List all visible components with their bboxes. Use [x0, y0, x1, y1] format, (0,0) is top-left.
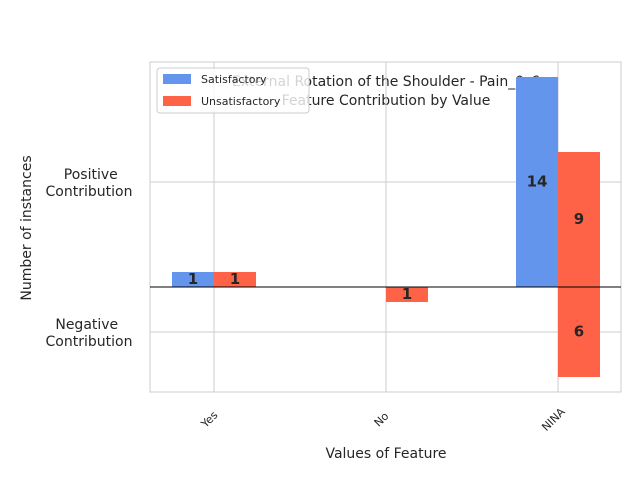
- bar-label-unsatisfactory-positive-yes: 1: [230, 270, 240, 288]
- legend-label-satisfactory: Satisfactory: [201, 73, 267, 86]
- bar-label-unsatisfactory-negative-no: 1: [402, 285, 412, 303]
- bar-labels: 1 14 1 1 9 6: [188, 173, 584, 341]
- ytick-positive-line1: Positive: [64, 167, 118, 183]
- legend-swatch-satisfactory: [163, 74, 191, 84]
- bar-satisfactory-positive-yes: [172, 272, 214, 287]
- bar-unsatisfactory-negative-no: [386, 287, 428, 302]
- bar-unsatisfactory-negative-nina: [558, 287, 600, 377]
- ytick-positive: Positive Contribution: [46, 167, 133, 200]
- y-axis-label: Number of instances: [19, 155, 35, 300]
- legend-swatch-unsatisfactory: [163, 96, 191, 106]
- x-tick-labels: Yes No NINA: [198, 405, 568, 434]
- x-axis-label: Values of Feature: [325, 446, 446, 462]
- bars: [172, 77, 600, 377]
- bar-label-satisfactory-positive-yes: 1: [188, 270, 198, 288]
- bar-label-unsatisfactory-positive-nina: 9: [574, 210, 584, 228]
- ytick-negative-line1: Negative: [55, 317, 118, 333]
- legend-box: [156, 67, 310, 114]
- x-tick-no: No: [372, 409, 392, 429]
- bar-unsatisfactory-positive-yes: [214, 272, 256, 287]
- bar-label-satisfactory-positive-nina: 14: [527, 173, 548, 191]
- ytick-negative: Negative Contribution: [46, 317, 133, 350]
- legend: Satisfactory Unsatisfactory: [156, 67, 310, 114]
- x-tick-yes: Yes: [198, 408, 221, 431]
- ytick-positive-line2: Contribution: [46, 184, 133, 200]
- bar-satisfactory-positive-nina: [516, 77, 558, 287]
- bar-label-unsatisfactory-negative-nina: 6: [574, 323, 584, 341]
- bar-unsatisfactory-positive-nina: [558, 152, 600, 287]
- ytick-negative-line2: Contribution: [46, 334, 133, 350]
- legend-label-unsatisfactory: Unsatisfactory: [201, 95, 281, 108]
- x-tick-nina: NINA: [539, 405, 568, 434]
